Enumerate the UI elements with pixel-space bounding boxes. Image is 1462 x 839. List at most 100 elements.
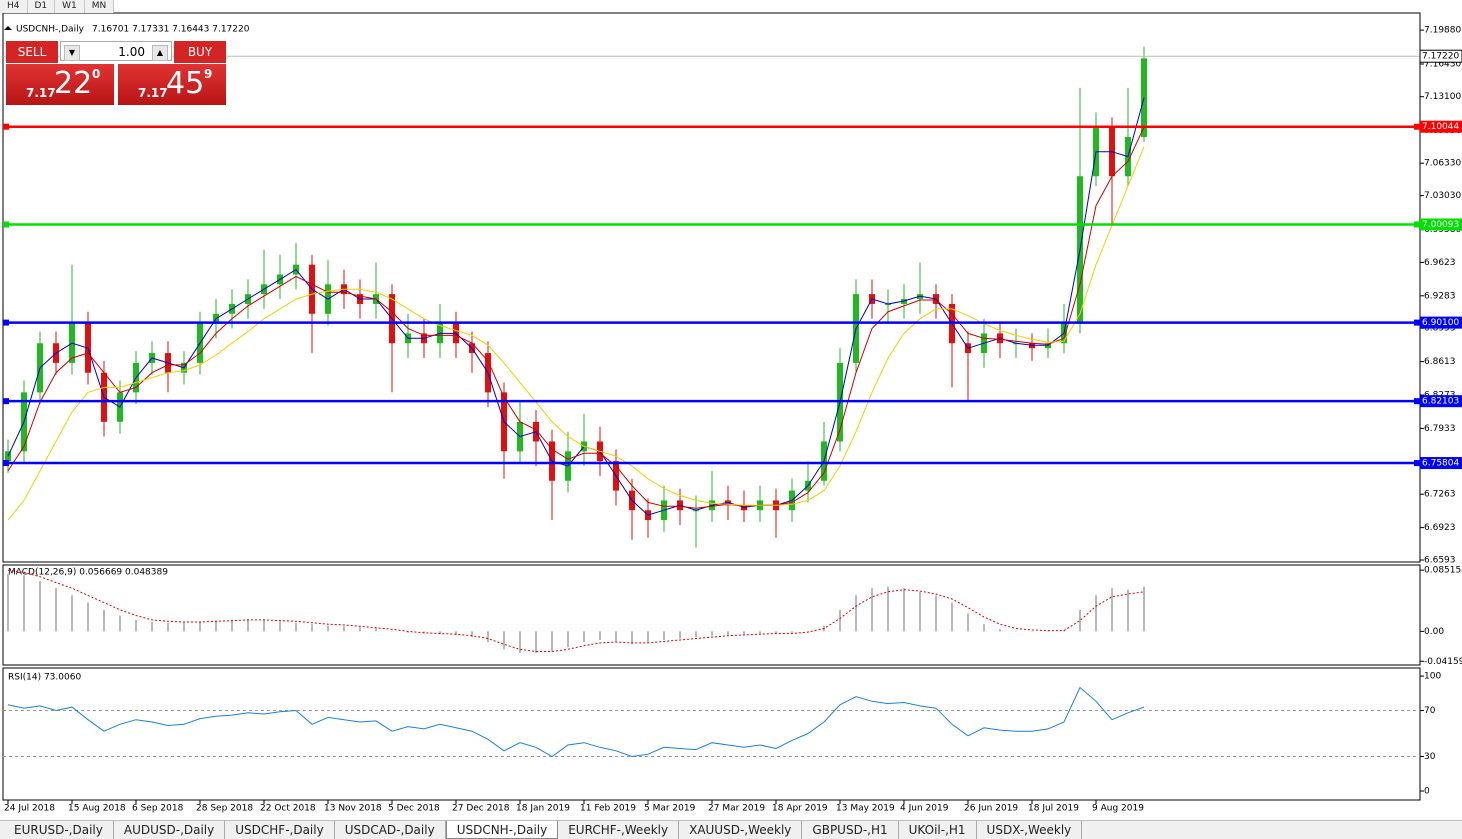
timeframe-button[interactable]: W1 [55,0,85,13]
timeframe-button[interactable]: MN [84,0,115,13]
macd-bar [567,631,569,648]
macd-bar [103,609,105,632]
macd-bar [1015,630,1017,632]
macd-bar [151,622,153,632]
x-tick-label: 18 Apr 2019 [772,804,828,814]
x-tick-label: 9 Aug 2019 [1092,804,1144,814]
indicator-line [7,126,1145,509]
level-anchor [3,221,9,228]
macd-bar [519,631,521,653]
macd-bar [935,595,937,632]
macd-bar [967,613,969,632]
macd-bar [983,624,985,632]
macd-bar [487,631,489,643]
macd-bar [727,631,729,635]
macd-bar [1143,586,1145,632]
chart-tab[interactable]: EURCHF-,Weekly [558,821,680,839]
macd-bar [919,591,921,632]
ohlc-readout: 7.16701 7.17331 7.16443 7.17220 [92,25,250,35]
x-tick-label: 13 Nov 2018 [324,804,382,814]
x-tick-label: 28 Sep 2018 [196,804,253,814]
x-tick-label: 5 Mar 2019 [644,804,696,814]
macd-bar [471,631,473,638]
level-anchor [1414,123,1420,130]
timeframe-button[interactable]: D1 [27,0,56,13]
y-tick-label: 6.9283 [1424,291,1456,301]
macd-bar [167,622,169,632]
y-tick-label: 6.9623 [1424,258,1456,268]
chart-tab[interactable]: USDCAD-,Daily [335,821,446,839]
volume-input[interactable]: 1.00 [60,41,172,61]
macd-bar [407,631,409,633]
x-tick-label: 4 Jun 2019 [900,804,949,814]
ask-big: 7.17 [138,86,168,100]
macd-bar [615,631,617,643]
level-anchor [3,398,9,405]
macd-bar [295,622,297,632]
x-tick-label: 18 Jan 2019 [516,804,570,814]
y-tick-label: 100 [1424,672,1441,682]
macd-bar [39,581,41,632]
macd-bar [1111,588,1113,632]
last-price-box [1419,49,1462,63]
y-tick-label: 70 [1424,706,1436,716]
y-tick-label: 7.16430 [1424,59,1461,69]
y-tick-label: 0.00 [1424,627,1444,637]
macd-bar [263,619,265,632]
chart-tab[interactable]: AUDUSD-,Daily [114,821,226,839]
price-label-box [1420,316,1462,329]
macd-bar [391,630,393,632]
price-label: 7.00093 [1422,220,1459,230]
macd-bar [551,631,553,652]
chart-tab[interactable]: XAUUSD-,Weekly [679,821,803,839]
x-tick-label: 18 Jul 2019 [1028,804,1079,814]
chart-tab[interactable]: EURUSD-,Daily [4,821,114,839]
indicator-line [7,146,1145,521]
y-tick-label: 6.8613 [1424,357,1456,367]
macd-bar [7,573,9,632]
macd-bar [247,619,249,632]
macd-bar [791,631,793,633]
chart-tab[interactable]: USDX-,Weekly [977,821,1083,839]
y-tick-label: 6.6593 [1424,556,1456,566]
level-anchor [3,319,9,326]
level-anchor [3,123,9,130]
macd-bar [23,575,25,632]
macd-bar [999,629,1001,632]
bid-price[interactable]: 7.17 22 0 [6,64,114,105]
macd-bar [359,627,361,632]
collapse-icon[interactable] [4,26,12,30]
ask-price[interactable]: 7.17 45 9 [118,64,226,105]
macd-bar [647,631,649,643]
y-tick-label: 7.03030 [1424,191,1461,201]
chart-tab[interactable]: UKOil-,H1 [899,821,977,839]
buy-button[interactable]: BUY [174,41,226,63]
timeframe-button[interactable]: H4 [0,0,28,13]
price-label: 6.75804 [1422,459,1459,469]
chart-tab[interactable]: USDCNH-,Daily [445,821,559,839]
volume-down[interactable]: ▼ [64,45,80,61]
macd-bar [951,602,953,632]
bid-main: 22 [54,66,93,101]
y-tick-label: 7.13100 [1424,92,1461,102]
chart-tab[interactable]: USDCHF-,Daily [225,821,335,839]
level-anchor [1414,319,1420,326]
volume-up[interactable]: ▲ [152,45,168,61]
macd-bar [663,631,665,640]
macd-bar [231,619,233,632]
sell-button[interactable]: SELL [6,41,58,63]
chart-tabs: EURUSD-,Daily AUDUSD-,Daily USDCHF-,Daily U… [0,820,1462,839]
price-label-box [1420,218,1462,231]
y-tick-label: 6.7933 [1424,424,1456,434]
macd-bar [455,631,457,635]
macd-bar [1079,609,1081,632]
ask-sup: 9 [204,67,213,81]
macd-bar [535,631,537,653]
macd-bar [503,631,505,650]
indicator-line [7,686,1145,758]
y-tick-label: 7.06330 [1424,159,1461,169]
chart-tab[interactable]: GBPUSD-,H1 [802,821,899,839]
price-label: 6.90100 [1422,318,1459,328]
level-anchor [1414,460,1420,467]
